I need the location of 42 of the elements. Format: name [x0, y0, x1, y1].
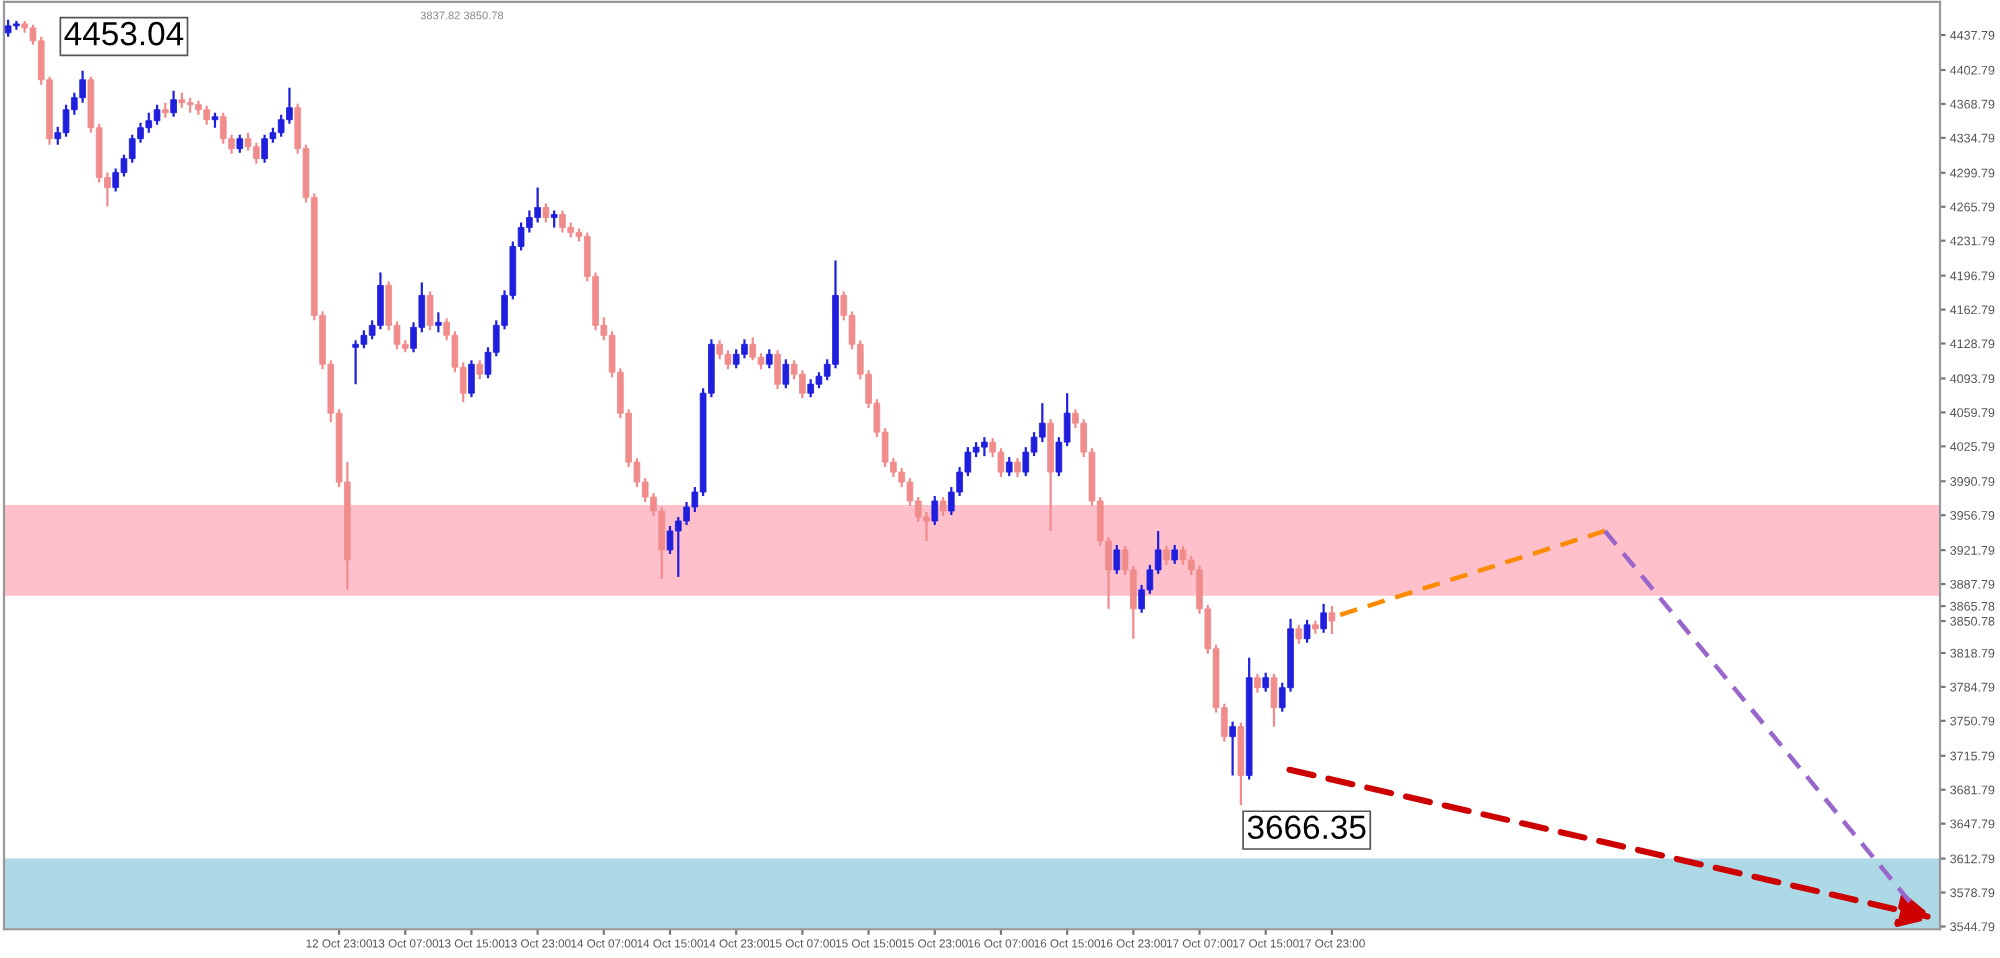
candlestick [716, 339, 723, 361]
candlestick [534, 186, 541, 224]
candlestick [782, 358, 790, 390]
candlestick [352, 339, 359, 386]
candlestick [1014, 456, 1021, 479]
candlestick [1005, 455, 1013, 478]
annotation: 3666.35 [1247, 815, 1366, 840]
candlestick [765, 348, 773, 370]
candlestick [799, 369, 806, 400]
candlestick [1229, 720, 1236, 777]
candlestick [426, 290, 434, 332]
candlestick [931, 494, 939, 527]
candlestick [749, 336, 757, 362]
candlestick [741, 338, 748, 360]
candlestick [476, 359, 484, 381]
candlestick [774, 349, 781, 391]
candlestick [203, 104, 211, 126]
candlestick [1303, 618, 1311, 644]
candlestick [981, 436, 988, 458]
candlestick [1163, 544, 1170, 567]
candlestick [261, 133, 268, 164]
candlestick [1270, 672, 1278, 728]
candlestick [559, 209, 566, 234]
candlestick [286, 86, 293, 125]
candlestick [1262, 671, 1270, 693]
candlestick [153, 103, 161, 126]
candlestick [1295, 623, 1303, 645]
candlestick [1113, 543, 1121, 575]
candlestick [1320, 602, 1327, 634]
candlestick [542, 202, 550, 224]
candlestick [435, 311, 442, 334]
candlestick [79, 69, 86, 104]
candlestick [1179, 544, 1187, 567]
candlestick [468, 359, 475, 399]
candlestick [939, 495, 947, 518]
candlestick [377, 271, 384, 331]
candlestick [170, 89, 177, 118]
annotation: 4453.04 [64, 21, 184, 46]
candlestick [1171, 543, 1179, 566]
candlestick [1254, 672, 1261, 694]
candlestick [253, 141, 260, 165]
candlestick [1328, 604, 1336, 636]
